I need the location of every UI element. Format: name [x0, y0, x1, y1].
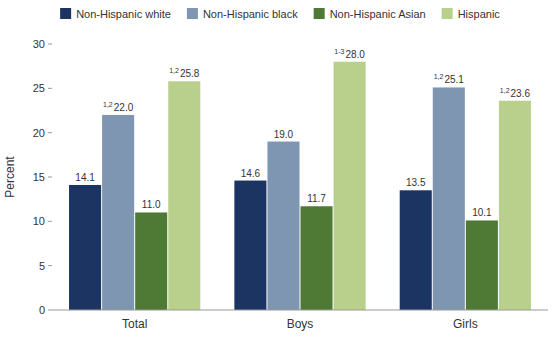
legend-item: Hispanic — [442, 8, 501, 20]
x-tick-label: Total — [122, 317, 147, 331]
legend-label: Non-Hispanic white — [76, 8, 171, 20]
legend: Non-Hispanic white Non-Hispanic black Non-… — [60, 8, 500, 20]
y-tick-label: 15 — [33, 171, 45, 183]
legend-item: Non-Hispanic black — [187, 8, 298, 20]
data-label-note: 1,2 — [500, 87, 510, 94]
data-label: 1,223.6 — [500, 87, 531, 99]
bar — [102, 115, 134, 310]
y-tick — [48, 221, 52, 222]
data-label: 13.5 — [406, 177, 426, 188]
legend-swatch — [187, 8, 198, 19]
y-tick — [48, 44, 52, 45]
bars — [69, 62, 531, 310]
x-axis-line — [52, 310, 548, 311]
legend-label: Non-Hispanic black — [203, 8, 298, 20]
data-label: 14.1 — [75, 172, 95, 183]
data-label-value: 28.0 — [345, 49, 365, 60]
bar — [466, 220, 498, 310]
y-axis: 0 5 10 15 20 25 30 — [33, 38, 52, 316]
bar — [400, 190, 432, 310]
data-label: 11.7 — [307, 193, 326, 204]
data-label-note: 1,2 — [434, 73, 444, 80]
data-label: 1,225.8 — [169, 67, 200, 79]
chart: Non-Hispanic white Non-Hispanic black Non-… — [0, 0, 560, 340]
legend-swatch — [442, 8, 453, 19]
y-tick-label: 25 — [33, 82, 45, 94]
chart-container: Non-Hispanic white Non-Hispanic black Non-… — [0, 0, 560, 340]
y-tick-label: 0 — [39, 304, 45, 316]
legend-swatch — [314, 8, 325, 19]
legend-label: Hispanic — [458, 8, 501, 20]
y-tick — [48, 310, 52, 311]
y-tick — [48, 132, 52, 133]
data-label: 1,222.0 — [103, 101, 134, 113]
data-labels: 14.11,222.011.01,225.814.619.011.71-328.… — [75, 48, 530, 219]
y-tick-label: 20 — [33, 127, 45, 139]
bar — [168, 81, 200, 310]
data-label: 1-328.0 — [334, 48, 365, 60]
data-label-note: 1-3 — [334, 48, 344, 55]
y-tick — [48, 177, 52, 178]
data-label-value: 25.1 — [444, 74, 464, 85]
y-tick — [48, 265, 52, 266]
y-tick-label: 30 — [33, 38, 45, 50]
legend-swatch — [60, 8, 71, 19]
bar — [433, 87, 465, 310]
bar — [234, 181, 266, 310]
x-axis: Total Boys Girls — [52, 310, 548, 331]
bar — [334, 62, 366, 310]
legend-label: Non-Hispanic Asian — [330, 8, 426, 20]
data-label-value: 22.0 — [114, 102, 134, 113]
y-axis-label: Percent — [3, 156, 17, 198]
legend-item: Non-Hispanic Asian — [314, 8, 426, 20]
data-label: 1,225.1 — [434, 73, 465, 85]
data-label: 19.0 — [274, 129, 294, 140]
bar — [301, 206, 333, 310]
y-tick — [48, 88, 52, 89]
y-tick-label: 10 — [33, 215, 45, 227]
data-label-value: 23.6 — [511, 88, 531, 99]
data-label-note: 1,2 — [103, 101, 113, 108]
x-tick-label: Girls — [453, 317, 478, 331]
data-label: 10.1 — [472, 207, 492, 218]
legend-item: Non-Hispanic white — [60, 8, 171, 20]
x-tick-label: Boys — [287, 317, 314, 331]
data-label-value: 25.8 — [180, 68, 200, 79]
bar — [267, 142, 299, 310]
bar — [135, 212, 167, 310]
y-tick-label: 5 — [39, 260, 45, 272]
data-label: 11.0 — [142, 199, 161, 210]
data-label: 14.6 — [241, 168, 261, 179]
data-label-note: 1,2 — [169, 67, 179, 74]
bar — [499, 101, 531, 310]
bar — [69, 185, 101, 310]
